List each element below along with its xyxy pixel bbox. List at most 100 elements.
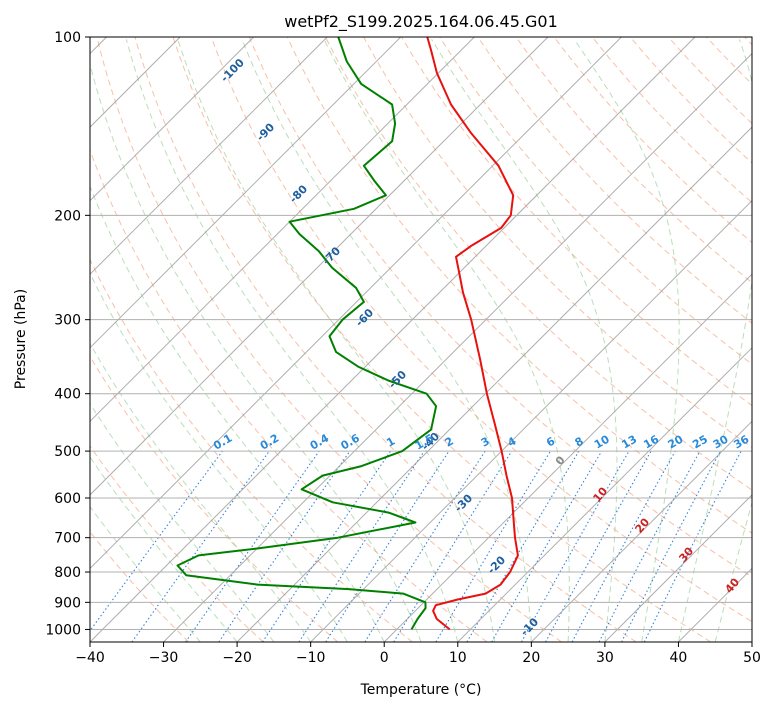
sounding-traces bbox=[176, 37, 519, 631]
y-axis-label: Pressure (hPa) bbox=[13, 289, 29, 389]
isotherm-line bbox=[310, 199, 752, 642]
dry-adiabat-line bbox=[477, 37, 752, 324]
isotherm-line bbox=[90, 37, 255, 202]
x-tick-label: 30 bbox=[596, 650, 614, 666]
mixing-ratio-label: 13 bbox=[619, 433, 639, 452]
moist-adiabat-line bbox=[714, 500, 752, 642]
dry-adiabat-line bbox=[134, 37, 637, 642]
isotherm-line bbox=[90, 37, 622, 570]
y-tick-label: 400 bbox=[54, 387, 81, 403]
mixing-ratio-line bbox=[545, 450, 652, 642]
moist-adiabat-line bbox=[431, 39, 618, 642]
mixing-ratio-label: 2 bbox=[443, 435, 456, 450]
x-axis-label: Temperature (°C) bbox=[360, 682, 482, 698]
isotherm-line bbox=[236, 126, 752, 642]
x-tick-label: −20 bbox=[222, 650, 252, 666]
moist-adiabat-line bbox=[177, 39, 496, 642]
dry-adiabat-line bbox=[90, 258, 413, 642]
mixing-ratio-line bbox=[435, 450, 551, 642]
mixing-ratio-label: 1 bbox=[384, 435, 397, 450]
dry-adiabat-line bbox=[744, 37, 752, 46]
dry-adiabat-label: -100 bbox=[218, 56, 247, 85]
mixing-ratio-line bbox=[491, 450, 603, 642]
y-tick-label: 500 bbox=[54, 444, 81, 460]
x-tick-label: 50 bbox=[743, 650, 761, 666]
dry-adiabat-line bbox=[629, 37, 752, 164]
dry-adiabat-label: -50 bbox=[386, 368, 409, 391]
isotherm-line bbox=[90, 37, 549, 496]
mixing-ratio-label: 3 bbox=[479, 435, 492, 450]
series-1-line bbox=[176, 37, 438, 630]
y-tick-label: 100 bbox=[54, 30, 81, 46]
isotherm-line bbox=[530, 420, 752, 642]
isotherm-line bbox=[90, 37, 696, 642]
dry-adiabat-line bbox=[248, 37, 752, 578]
mixing-ratio-line bbox=[466, 450, 580, 642]
mixing-ratio-line bbox=[185, 450, 320, 642]
moist-adiabat-line bbox=[90, 62, 422, 642]
x-axis: −40 −30 −20 −10 0 10 20 30 40 50 bbox=[75, 642, 761, 666]
dry-adiabat-line bbox=[553, 37, 752, 244]
moist-adiabat-label: 20 bbox=[632, 515, 652, 535]
y-tick-label: 700 bbox=[54, 531, 81, 547]
dry-adiabat-label: -30 bbox=[452, 491, 475, 514]
dry-adiabat-line bbox=[591, 37, 752, 204]
mixing-ratio-label: 36 bbox=[731, 432, 751, 451]
mixing-ratio-line bbox=[643, 450, 742, 642]
moist-adiabat-line bbox=[90, 272, 348, 642]
chart-title: wetPf2_S199.2025.164.06.45.G01 bbox=[284, 12, 558, 32]
isotherm-line bbox=[457, 347, 752, 642]
dry-adiabat-line bbox=[286, 37, 752, 534]
moist-adiabat-line bbox=[241, 39, 532, 642]
y-axis: 100 200 300 400 500 600 700 800 900 1000 bbox=[45, 30, 90, 638]
moist-adiabat-line bbox=[90, 456, 238, 642]
mixing-ratio-label: 0.2 bbox=[258, 432, 281, 453]
mixing-ratio-line bbox=[571, 450, 676, 642]
moist-adiabat-line bbox=[573, 39, 680, 642]
mixing-ratio-line bbox=[218, 450, 351, 642]
dry-adiabat-line bbox=[515, 37, 752, 284]
mixing-ratio-label: 0.1 bbox=[211, 432, 234, 453]
mixing-ratio-line bbox=[325, 450, 450, 642]
dry-adiabat-label: -90 bbox=[254, 120, 277, 143]
mixing-ratio-line bbox=[131, 450, 270, 642]
x-tick-label: −10 bbox=[296, 650, 326, 666]
isotherm-line bbox=[383, 273, 752, 642]
moist-adiabat-line bbox=[677, 39, 752, 642]
dry-adiabat-line bbox=[401, 37, 752, 407]
y-tick-label: 800 bbox=[54, 565, 81, 581]
x-tick-label: 40 bbox=[670, 650, 688, 666]
x-tick-label: 10 bbox=[449, 650, 467, 666]
y-tick-label: 900 bbox=[54, 595, 81, 611]
x-tick-label: −30 bbox=[149, 650, 179, 666]
mixing-ratio-line bbox=[364, 450, 486, 642]
moist-adiabat-line bbox=[90, 185, 385, 642]
dry-adiabat-line bbox=[325, 37, 752, 491]
dry-adiabat-line bbox=[706, 37, 752, 85]
x-tick-label: −40 bbox=[75, 650, 105, 666]
isotherm-line bbox=[90, 37, 402, 349]
mixing-ratio-label: 20 bbox=[666, 432, 686, 451]
mixing-ratio-label: 0.4 bbox=[308, 431, 332, 452]
mixing-ratio-line bbox=[521, 450, 630, 642]
mixing-ratio-label: 16 bbox=[641, 432, 661, 451]
mixing-ratio-label: 10 bbox=[592, 432, 612, 451]
moist-adiabat-line bbox=[323, 39, 570, 642]
isotherm-line bbox=[90, 37, 475, 423]
isotherm-line bbox=[751, 641, 752, 642]
y-tick-label: 200 bbox=[54, 208, 81, 224]
moist-adiabat-label: 40 bbox=[722, 575, 742, 595]
moist-adiabat-label: 0 bbox=[553, 453, 568, 467]
dry-adiabat-line bbox=[210, 37, 752, 623]
x-tick-label: 0 bbox=[380, 650, 389, 666]
isotherm-line bbox=[163, 52, 752, 642]
dry-adiabat-label: -60 bbox=[353, 306, 376, 329]
plot-frame bbox=[89, 36, 753, 643]
mixing-ratio-label: 30 bbox=[711, 432, 731, 451]
dry-adiabat-line bbox=[96, 37, 562, 642]
mixing-ratio-line bbox=[393, 450, 513, 642]
dry-adiabat-label: -80 bbox=[287, 182, 310, 205]
series-0-line bbox=[426, 37, 519, 631]
dry-adiabat-label: -70 bbox=[320, 244, 343, 267]
y-tick-label: 300 bbox=[54, 313, 81, 329]
